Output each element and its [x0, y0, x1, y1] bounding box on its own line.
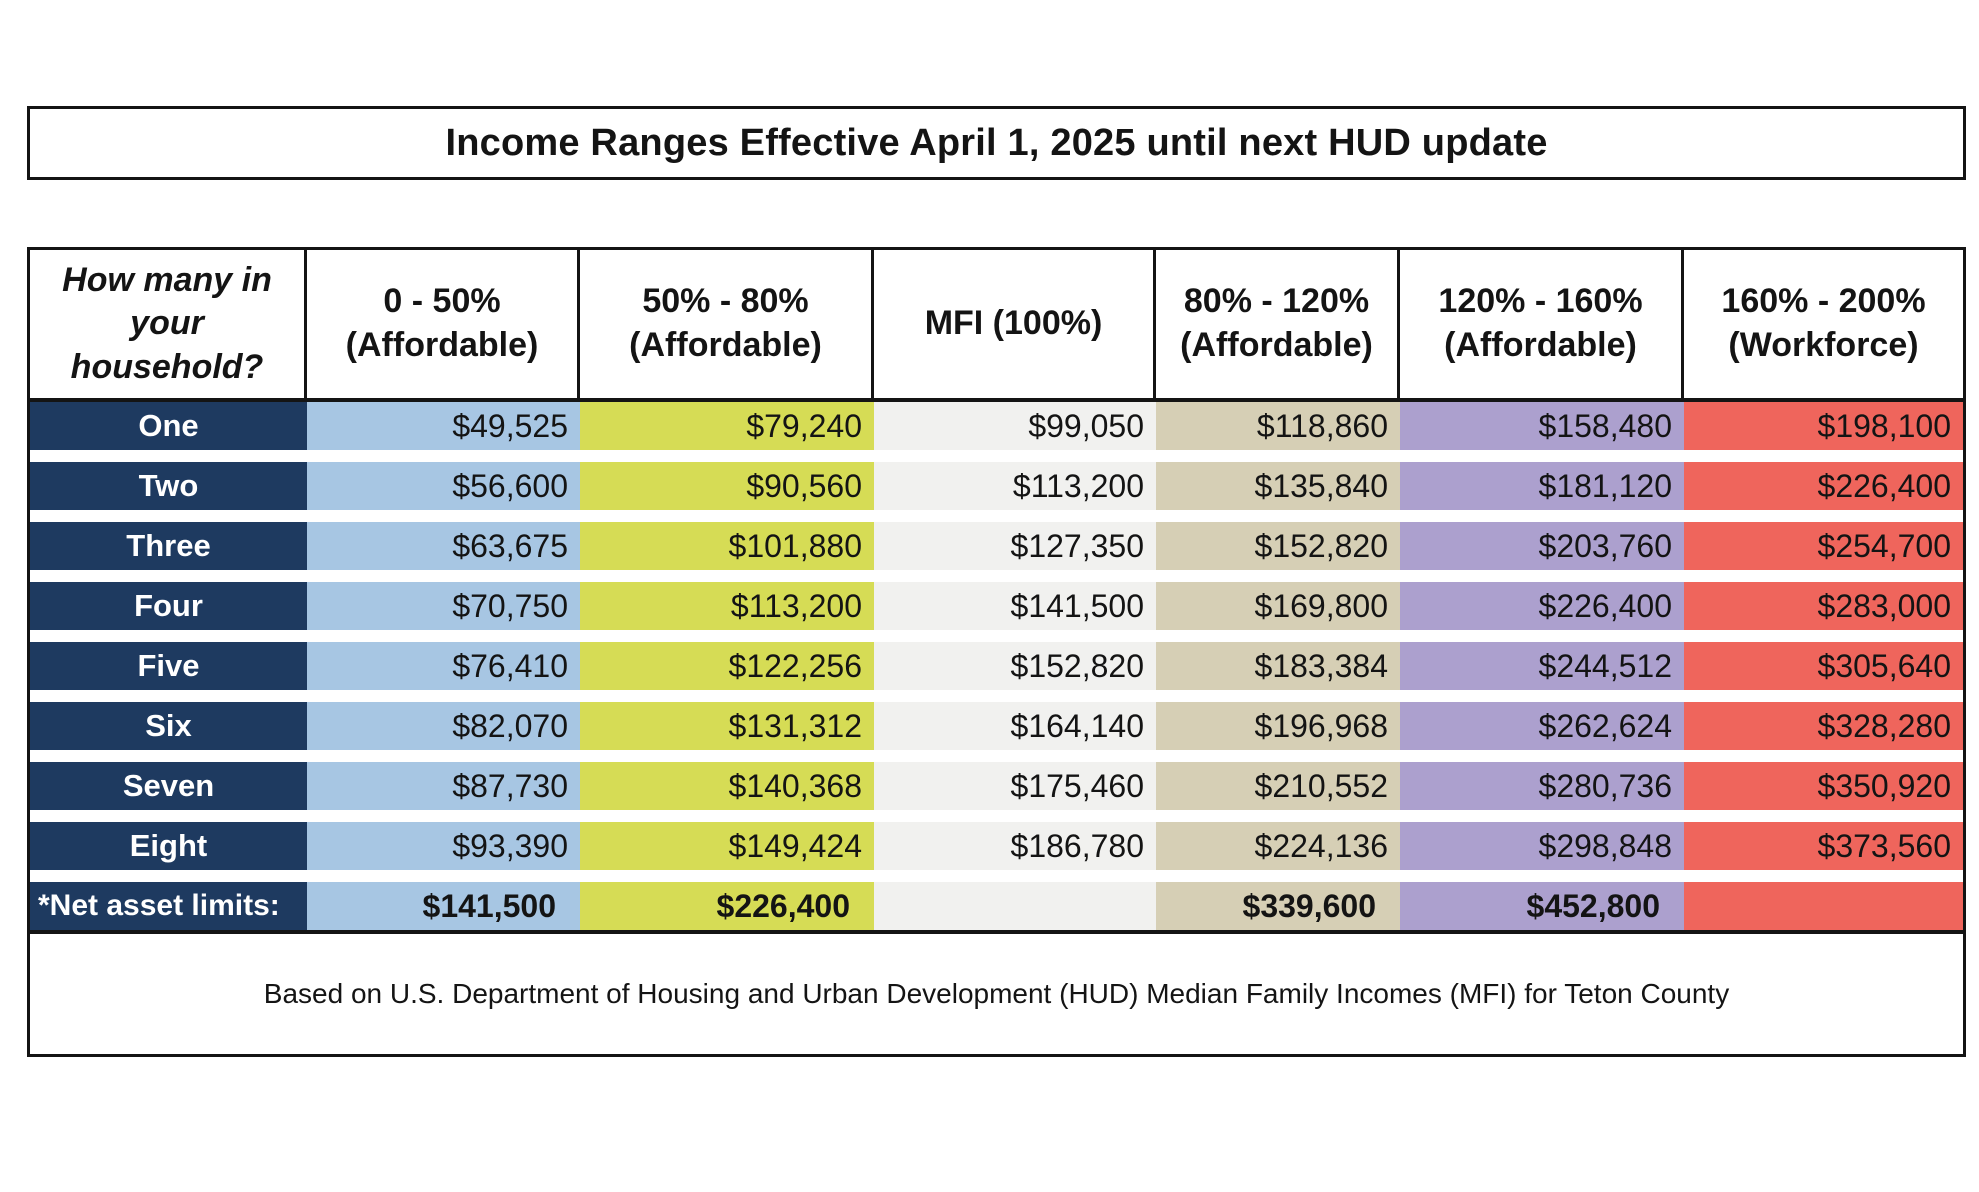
table-row: Two $56,600 $90,560 $113,200 $135,840 $181,12…: [30, 462, 1963, 510]
value-cell: $181,120: [1400, 462, 1684, 510]
value-cell: $141,500: [307, 882, 580, 930]
value-cell: $339,600: [1156, 882, 1400, 930]
value-cell: $262,624: [1400, 702, 1684, 750]
value-cell: $118,860: [1156, 402, 1400, 450]
footnote-text: Based on U.S. Department of Housing and …: [263, 978, 1730, 1009]
column-header-range: 80% - 120%: [1183, 282, 1370, 321]
value-cell: $149,424: [580, 822, 874, 870]
page-title: Income Ranges Effective April 1, 2025 un…: [445, 121, 1548, 164]
column-header-range: 160% - 200%: [1721, 282, 1926, 321]
value-cell: $63,675: [307, 522, 580, 570]
column-header-range: 120% - 160%: [1438, 282, 1643, 321]
row-label-cell: Six: [30, 702, 307, 750]
column-header-tier: (Workforce): [1728, 326, 1919, 364]
value-cell: $82,070: [307, 702, 580, 750]
row-label-cell: Three: [30, 522, 307, 570]
table-row: Three $63,675 $101,880 $127,350 $152,820 $203…: [30, 522, 1963, 570]
table-body: One $49,525 $79,240 $99,050 $118,860 $158,480…: [30, 402, 1963, 930]
value-cell: $254,700: [1684, 522, 1963, 570]
value-cell: $305,640: [1684, 642, 1963, 690]
row-label-cell: Seven: [30, 762, 307, 810]
net-asset-limits-row: *Net asset limits: $141,500 $226,400 $339,6…: [30, 882, 1963, 930]
row-label-cell: Four: [30, 582, 307, 630]
value-cell: [874, 882, 1156, 930]
value-cell: $198,100: [1684, 402, 1963, 450]
value-cell: $373,560: [1684, 822, 1963, 870]
column-header-tier: (Affordable): [629, 326, 822, 364]
value-cell: $283,000: [1684, 582, 1963, 630]
value-cell: $158,480: [1400, 402, 1684, 450]
column-header-3: MFI (100%): [874, 250, 1156, 398]
value-cell: $164,140: [874, 702, 1156, 750]
value-cell: $127,350: [874, 522, 1156, 570]
column-header-4: 80% - 120% (Affordable): [1156, 250, 1400, 398]
table-row: Eight $93,390 $149,424 $186,780 $224,136 $298…: [30, 822, 1963, 870]
value-cell: $140,368: [580, 762, 874, 810]
table-row: Four $70,750 $113,200 $141,500 $169,800 $226,…: [30, 582, 1963, 630]
value-cell: [1684, 882, 1963, 930]
value-cell: $169,800: [1156, 582, 1400, 630]
value-cell: $70,750: [307, 582, 580, 630]
column-header-range: 0 - 50%: [383, 282, 501, 321]
value-cell: $224,136: [1156, 822, 1400, 870]
value-cell: $152,820: [1156, 522, 1400, 570]
column-header-6: 160% - 200% (Workforce): [1684, 250, 1963, 398]
column-header-1: 0 - 50% (Affordable): [307, 250, 580, 398]
value-cell: $152,820: [874, 642, 1156, 690]
column-header-tier: (Affordable): [345, 326, 539, 364]
column-header-tier: (Affordable): [1180, 326, 1373, 364]
value-cell: $350,920: [1684, 762, 1963, 810]
table-header-row: How many in your household? 0 - 50% (Affo…: [30, 250, 1963, 402]
value-cell: $113,200: [874, 462, 1156, 510]
value-cell: $280,736: [1400, 762, 1684, 810]
row-label-cell: *Net asset limits:: [30, 882, 307, 930]
column-header-5: 120% - 160% (Affordable): [1400, 250, 1684, 398]
income-table: How many in your household? 0 - 50% (Affo…: [27, 247, 1966, 1057]
row-label-cell: One: [30, 402, 307, 450]
value-cell: $122,256: [580, 642, 874, 690]
value-cell: $186,780: [874, 822, 1156, 870]
value-cell: $141,500: [874, 582, 1156, 630]
value-cell: $113,200: [580, 582, 874, 630]
value-cell: $99,050: [874, 402, 1156, 450]
column-header-household: How many in your household?: [30, 250, 307, 398]
value-cell: $135,840: [1156, 462, 1400, 510]
table-row: Five $76,410 $122,256 $152,820 $183,384 $244,…: [30, 642, 1963, 690]
value-cell: $49,525: [307, 402, 580, 450]
table-row: Seven $87,730 $140,368 $175,460 $210,552 $280…: [30, 762, 1963, 810]
value-cell: $87,730: [307, 762, 580, 810]
column-header-range: MFI (100%): [924, 304, 1103, 343]
value-cell: $90,560: [580, 462, 874, 510]
column-header-tier: (Affordable): [1444, 326, 1637, 364]
value-cell: $226,400: [1684, 462, 1963, 510]
row-label-cell: Eight: [30, 822, 307, 870]
value-cell: $79,240: [580, 402, 874, 450]
value-cell: $452,800: [1400, 882, 1684, 930]
row-label-cell: Five: [30, 642, 307, 690]
table-row: One $49,525 $79,240 $99,050 $118,860 $158,480…: [30, 402, 1963, 450]
value-cell: $175,460: [874, 762, 1156, 810]
table-row: Six $82,070 $131,312 $164,140 $196,968 $262,6…: [30, 702, 1963, 750]
value-cell: $76,410: [307, 642, 580, 690]
value-cell: $226,400: [580, 882, 874, 930]
row-label-cell: Two: [30, 462, 307, 510]
value-cell: $203,760: [1400, 522, 1684, 570]
column-header-2: 50% - 80% (Affordable): [580, 250, 874, 398]
value-cell: $226,400: [1400, 582, 1684, 630]
value-cell: $131,312: [580, 702, 874, 750]
value-cell: $244,512: [1400, 642, 1684, 690]
value-cell: $93,390: [307, 822, 580, 870]
table-footnote: Based on U.S. Department of Housing and …: [30, 930, 1963, 1054]
value-cell: $196,968: [1156, 702, 1400, 750]
value-cell: $183,384: [1156, 642, 1400, 690]
column-header-range: 50% - 80%: [642, 282, 809, 321]
title-box: Income Ranges Effective April 1, 2025 un…: [27, 106, 1966, 180]
value-cell: $328,280: [1684, 702, 1963, 750]
value-cell: $298,848: [1400, 822, 1684, 870]
value-cell: $56,600: [307, 462, 580, 510]
value-cell: $101,880: [580, 522, 874, 570]
value-cell: $210,552: [1156, 762, 1400, 810]
